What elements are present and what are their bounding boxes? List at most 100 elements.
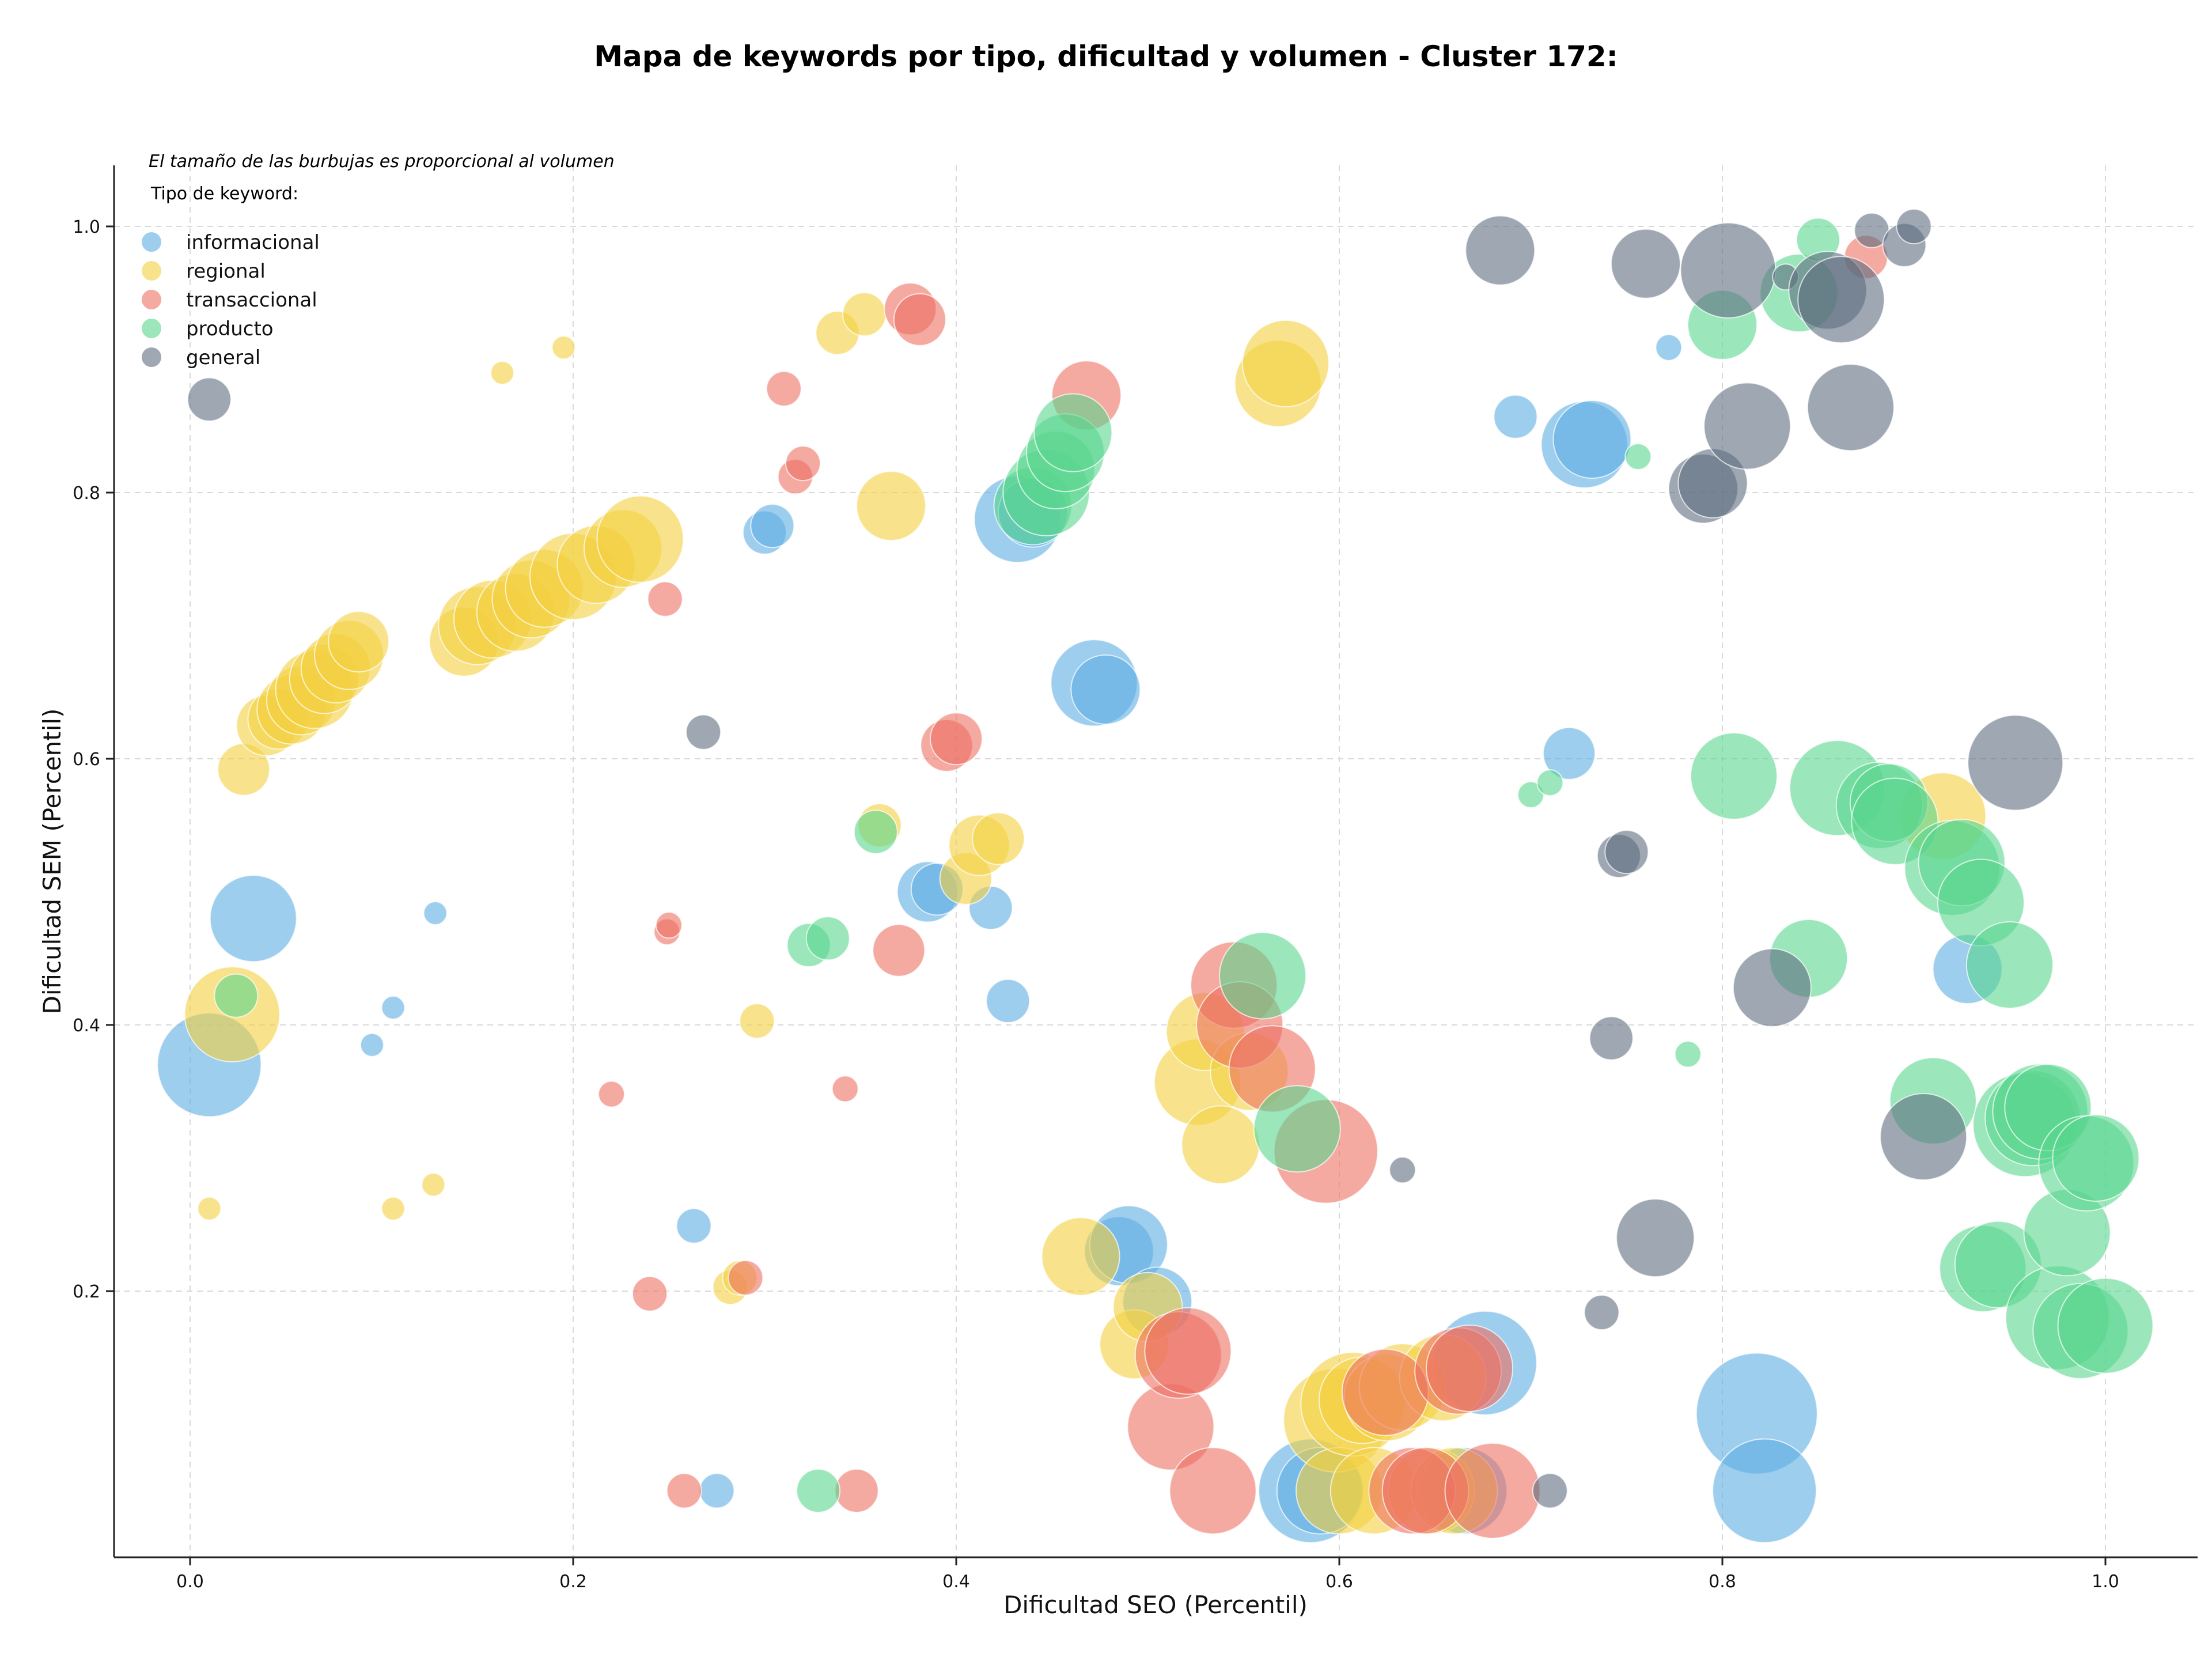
y-tick-label: 0.2 [73, 1282, 100, 1302]
bubble-producto[interactable] [214, 973, 259, 1018]
x-tick-label: 0.4 [942, 1572, 970, 1592]
bubble-producto[interactable] [805, 916, 850, 961]
bubble-informacional[interactable] [986, 978, 1031, 1023]
bubble-general[interactable] [1465, 215, 1536, 286]
bubble-informacional[interactable] [676, 1208, 712, 1244]
bubble-transaccional[interactable] [728, 1259, 764, 1296]
bubble-regional[interactable] [490, 361, 514, 385]
bubble-producto[interactable] [1674, 1041, 1702, 1068]
bubble-producto[interactable] [2052, 1114, 2140, 1202]
bubble-general[interactable] [1797, 256, 1885, 344]
bubble-general[interactable] [1589, 1016, 1634, 1061]
bubble-informacional[interactable] [1552, 400, 1632, 479]
bubble-producto[interactable] [1965, 921, 2054, 1009]
bubble-general[interactable] [1703, 382, 1791, 470]
bubble-general[interactable] [1967, 714, 2064, 811]
legend-label-informacional: informacional [186, 231, 320, 254]
bubble-producto[interactable] [2057, 1277, 2154, 1374]
bubble-regional[interactable] [381, 1196, 406, 1221]
bubble-producto[interactable] [1624, 443, 1652, 471]
bubble-transaccional[interactable] [872, 924, 926, 977]
bubble-general[interactable] [1732, 948, 1812, 1027]
bubble-transaccional[interactable] [1144, 1307, 1232, 1395]
bubble-producto[interactable] [796, 1469, 841, 1513]
x-axis-label: Dificultad SEO (Percentil) [1003, 1591, 1308, 1619]
y-tick-label: 0.6 [73, 750, 100, 770]
bubble-producto[interactable] [1219, 932, 1306, 1020]
bubble-regional[interactable] [197, 1196, 222, 1221]
bubble-producto[interactable] [1536, 769, 1564, 797]
bubble-transaccional[interactable] [655, 911, 683, 939]
x-tick-label: 0.2 [559, 1572, 587, 1592]
legend-label-producto: producto [186, 317, 274, 340]
bubble-informacional[interactable] [1712, 1438, 1817, 1543]
legend-marker-general [142, 347, 161, 367]
x-tick-label: 1.0 [2092, 1572, 2119, 1592]
bubble-transaccional[interactable] [666, 1473, 702, 1509]
bubble-transaccional[interactable] [893, 293, 946, 346]
bubble-general[interactable] [1389, 1156, 1416, 1184]
bubble-general[interactable] [1584, 1295, 1620, 1330]
bubble-transaccional[interactable] [598, 1080, 625, 1108]
bubble-producto[interactable] [1690, 732, 1778, 820]
x-tick-label: 0.6 [1325, 1572, 1353, 1592]
legend: Tipo de keyword: informacional regional tr… [142, 184, 320, 369]
bubble-regional[interactable] [739, 1003, 775, 1039]
bubble-regional[interactable] [551, 335, 576, 360]
bubble-general[interactable] [1896, 209, 1932, 244]
bubble-regional[interactable] [842, 292, 887, 336]
bubble-transaccional[interactable] [647, 581, 683, 617]
bubble-regional[interactable] [596, 495, 684, 583]
bubble-regional[interactable] [1041, 1217, 1120, 1296]
bubble-general[interactable] [1680, 222, 1777, 319]
bubble-regional[interactable] [328, 611, 390, 673]
bubble-transaccional[interactable] [831, 1075, 859, 1103]
bubble-regional[interactable] [1241, 319, 1330, 407]
bubble-informacional[interactable] [423, 901, 448, 925]
bubble-producto[interactable] [853, 809, 898, 854]
bubble-informacional[interactable] [1543, 727, 1596, 780]
bubble-informacional[interactable] [1070, 654, 1141, 725]
bubble-informacional[interactable] [699, 1473, 735, 1509]
bubble-regional[interactable] [1181, 1105, 1260, 1185]
bubble-informacional[interactable] [209, 875, 297, 963]
legend-label-general: general [186, 346, 260, 369]
bubble-informacional[interactable] [750, 504, 795, 548]
bubble-transaccional[interactable] [930, 712, 983, 766]
y-tick-label: 1.0 [73, 217, 100, 237]
x-tick-label: 0.8 [1709, 1572, 1736, 1592]
bubble-general[interactable] [685, 714, 722, 750]
bubble-informacional[interactable] [381, 996, 406, 1020]
bubble-transaccional[interactable] [785, 445, 821, 482]
bubble-general[interactable] [1806, 364, 1895, 452]
bubble-regional[interactable] [421, 1172, 446, 1197]
bubble-size-note: El tamaño de las burbujas es proporciona… [149, 152, 615, 172]
bubble-general[interactable] [1611, 228, 1681, 299]
bubble-transaccional[interactable] [1444, 1443, 1541, 1539]
bubble-informacional[interactable] [1655, 334, 1683, 361]
bubble-producto[interactable] [1253, 1085, 1341, 1173]
bubble-general[interactable] [187, 377, 232, 422]
axes [113, 165, 2198, 1558]
chart-title: Mapa de keywords por tipo, dificultad y … [594, 40, 1618, 73]
bubble-transaccional[interactable] [632, 1276, 668, 1312]
ticks: 0.0 0.2 0.4 0.6 0.8 1.0 0.2 0.4 0.6 0.8 1.0 [73, 217, 2119, 1592]
bubble-transaccional[interactable] [1426, 1325, 1514, 1412]
bubble-transaccional[interactable] [834, 1469, 879, 1513]
bubble-informacional[interactable] [1493, 394, 1538, 439]
legend-marker-transaccional [142, 290, 161, 309]
legend-label-regional: regional [186, 260, 266, 283]
x-tick-label: 0.0 [176, 1572, 204, 1592]
bubble-transaccional[interactable] [1169, 1447, 1257, 1535]
bubble-layer [157, 209, 2154, 1543]
bubble-transaccional[interactable] [766, 370, 802, 407]
bubble-general[interactable] [1880, 1093, 1968, 1181]
bubble-informacional[interactable] [359, 1032, 384, 1057]
bubble-producto[interactable] [1033, 393, 1113, 472]
bubble-regional[interactable] [856, 471, 926, 542]
bubble-general[interactable] [1532, 1473, 1568, 1509]
bubble-general[interactable] [1604, 830, 1649, 875]
bubble-general[interactable] [1616, 1198, 1695, 1278]
bubble-regional[interactable] [972, 812, 1025, 865]
